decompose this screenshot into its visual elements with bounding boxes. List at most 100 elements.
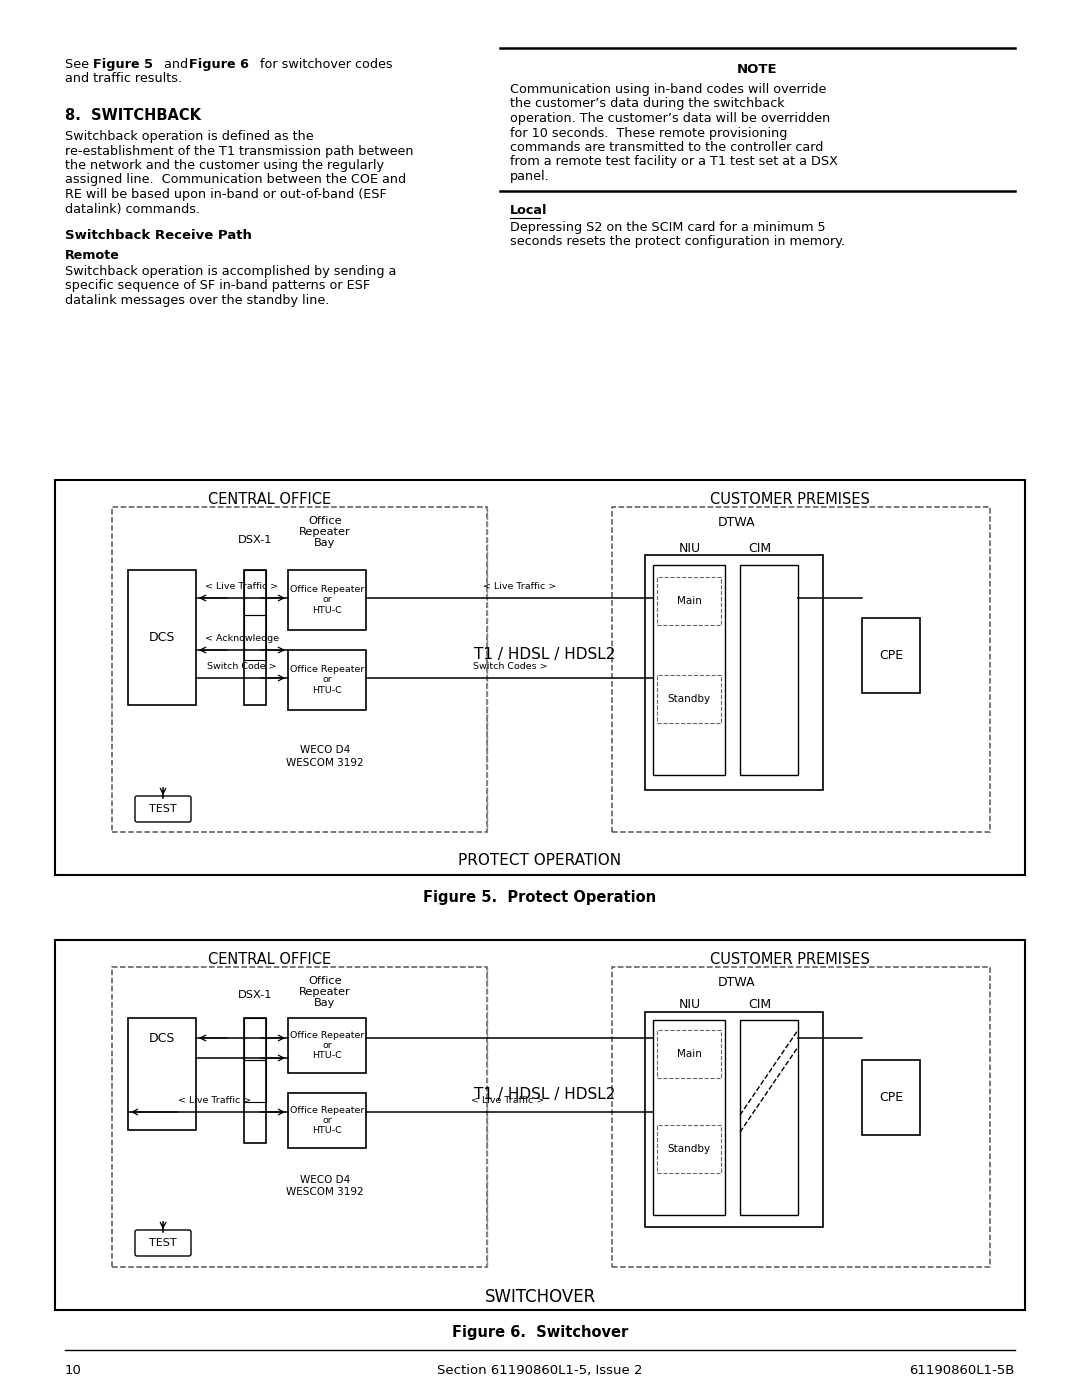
Text: NIU: NIU	[679, 997, 701, 1011]
Text: SWITCHOVER: SWITCHOVER	[484, 1288, 596, 1306]
Text: Switchback operation is accomplished by sending a: Switchback operation is accomplished by …	[65, 265, 396, 278]
Text: and traffic results.: and traffic results.	[65, 73, 183, 85]
Bar	[55, 940, 1025, 1310]
Text: Office Repeater
or
HTU-C: Office Repeater or HTU-C	[289, 1105, 364, 1136]
Text: CIM: CIM	[748, 542, 771, 555]
Bar	[288, 1092, 366, 1148]
Text: < Live Traffic >: < Live Traffic >	[178, 1097, 252, 1105]
Text: NOTE: NOTE	[738, 63, 778, 75]
Text: DTWA: DTWA	[718, 977, 756, 989]
Text: Figure 5: Figure 5	[93, 59, 153, 71]
Bar	[244, 1018, 266, 1143]
Bar	[645, 555, 823, 789]
Text: T1 / HDSL / HDSL2: T1 / HDSL / HDSL2	[474, 647, 616, 662]
Bar	[657, 675, 721, 724]
Text: RE will be based upon in-band or out-of-band (ESF: RE will be based upon in-band or out-of-…	[65, 189, 387, 201]
Text: T1 / HDSL / HDSL2: T1 / HDSL / HDSL2	[474, 1087, 616, 1102]
Text: CUSTOMER PREMISES: CUSTOMER PREMISES	[710, 492, 869, 507]
Bar	[657, 577, 721, 624]
Text: Repeater: Repeater	[299, 988, 351, 997]
Text: Standby: Standby	[667, 1144, 711, 1154]
Text: PROTECT OPERATION: PROTECT OPERATION	[458, 854, 622, 868]
Text: CIM: CIM	[748, 997, 771, 1011]
Text: WECO D4: WECO D4	[300, 1175, 350, 1185]
Text: Switchback Receive Path: Switchback Receive Path	[65, 229, 252, 242]
Text: CPE: CPE	[879, 650, 903, 662]
Bar	[288, 1018, 366, 1073]
Text: Office Repeater
or
HTU-C: Office Repeater or HTU-C	[289, 665, 364, 694]
Bar	[740, 564, 798, 775]
Text: Repeater: Repeater	[299, 527, 351, 536]
Bar	[612, 507, 990, 833]
Text: Depressing S2 on the SCIM card for a minimum 5: Depressing S2 on the SCIM card for a min…	[510, 221, 825, 233]
Text: for switchover codes: for switchover codes	[256, 59, 393, 71]
Text: Figure 6: Figure 6	[189, 59, 248, 71]
Bar	[288, 650, 366, 710]
Text: Figure 5.  Protect Operation: Figure 5. Protect Operation	[423, 890, 657, 905]
Bar	[244, 570, 266, 705]
Text: CPE: CPE	[879, 1091, 903, 1104]
Bar	[657, 1030, 721, 1078]
Text: Switchback operation is defined as the: Switchback operation is defined as the	[65, 130, 313, 142]
Bar	[55, 481, 1025, 875]
Bar	[288, 570, 366, 630]
Text: commands are transmitted to the controller card: commands are transmitted to the controll…	[510, 141, 823, 154]
Text: datalink) commands.: datalink) commands.	[65, 203, 200, 215]
Text: operation. The customer’s data will be overridden: operation. The customer’s data will be o…	[510, 112, 831, 124]
Text: Main: Main	[676, 1049, 701, 1059]
Text: Section 61190860L1-5, Issue 2: Section 61190860L1-5, Issue 2	[437, 1363, 643, 1377]
Text: DTWA: DTWA	[718, 515, 756, 529]
Text: Switch Code >: Switch Code >	[207, 662, 276, 671]
Bar	[862, 617, 920, 693]
Text: < Live Traffic >: < Live Traffic >	[471, 1097, 544, 1105]
Text: Main: Main	[676, 597, 701, 606]
Text: Communication using in-band codes will override: Communication using in-band codes will o…	[510, 82, 826, 96]
Bar	[244, 570, 266, 615]
Text: Switch Codes >: Switch Codes >	[473, 662, 548, 671]
Bar	[129, 570, 195, 705]
Text: and: and	[160, 59, 192, 71]
Text: re-establishment of the T1 transmission path between: re-establishment of the T1 transmission …	[65, 144, 414, 158]
Text: WECO D4: WECO D4	[300, 745, 350, 754]
Bar	[112, 507, 487, 833]
Bar	[653, 564, 725, 775]
Text: DSX-1: DSX-1	[238, 535, 272, 545]
Bar	[244, 615, 266, 659]
Text: Figure 6.  Switchover: Figure 6. Switchover	[451, 1324, 629, 1340]
Text: Standby: Standby	[667, 694, 711, 704]
Text: for 10 seconds.  These remote provisioning: for 10 seconds. These remote provisionin…	[510, 127, 787, 140]
Bar	[862, 1060, 920, 1134]
Text: datalink messages over the standby line.: datalink messages over the standby line.	[65, 293, 329, 307]
Text: CENTRAL OFFICE: CENTRAL OFFICE	[208, 492, 332, 507]
Text: 61190860L1-5B: 61190860L1-5B	[909, 1363, 1015, 1377]
Text: Office: Office	[308, 977, 341, 986]
Text: the network and the customer using the regularly: the network and the customer using the r…	[65, 159, 384, 172]
Text: CUSTOMER PREMISES: CUSTOMER PREMISES	[710, 951, 869, 967]
Text: WESCOM 3192: WESCOM 3192	[286, 759, 364, 768]
Text: DSX-1: DSX-1	[238, 990, 272, 1000]
Text: < Live Traffic >: < Live Traffic >	[205, 583, 279, 591]
Text: Office Repeater
or
HTU-C: Office Repeater or HTU-C	[289, 1031, 364, 1060]
Bar	[740, 1020, 798, 1215]
Bar	[657, 1125, 721, 1173]
Bar	[244, 1060, 266, 1102]
Text: CENTRAL OFFICE: CENTRAL OFFICE	[208, 951, 332, 967]
Text: specific sequence of SF in-band patterns or ESF: specific sequence of SF in-band patterns…	[65, 279, 370, 292]
Text: Office: Office	[308, 515, 341, 527]
Text: WESCOM 3192: WESCOM 3192	[286, 1187, 364, 1197]
Text: Local: Local	[510, 204, 548, 218]
Bar	[244, 1018, 266, 1060]
Text: Bay: Bay	[314, 997, 336, 1009]
Bar	[612, 967, 990, 1267]
Text: 10: 10	[65, 1363, 82, 1377]
Text: the customer’s data during the switchback: the customer’s data during the switchbac…	[510, 98, 785, 110]
Bar	[653, 1020, 725, 1215]
Bar	[112, 967, 487, 1267]
Bar	[645, 1011, 823, 1227]
Text: assigned line.  Communication between the COE and: assigned line. Communication between the…	[65, 173, 406, 187]
Text: Bay: Bay	[314, 538, 336, 548]
Text: NIU: NIU	[679, 542, 701, 555]
Text: from a remote test facility or a T1 test set at a DSX: from a remote test facility or a T1 test…	[510, 155, 838, 169]
Text: DCS: DCS	[149, 631, 175, 644]
Text: < Live Traffic >: < Live Traffic >	[484, 583, 556, 591]
